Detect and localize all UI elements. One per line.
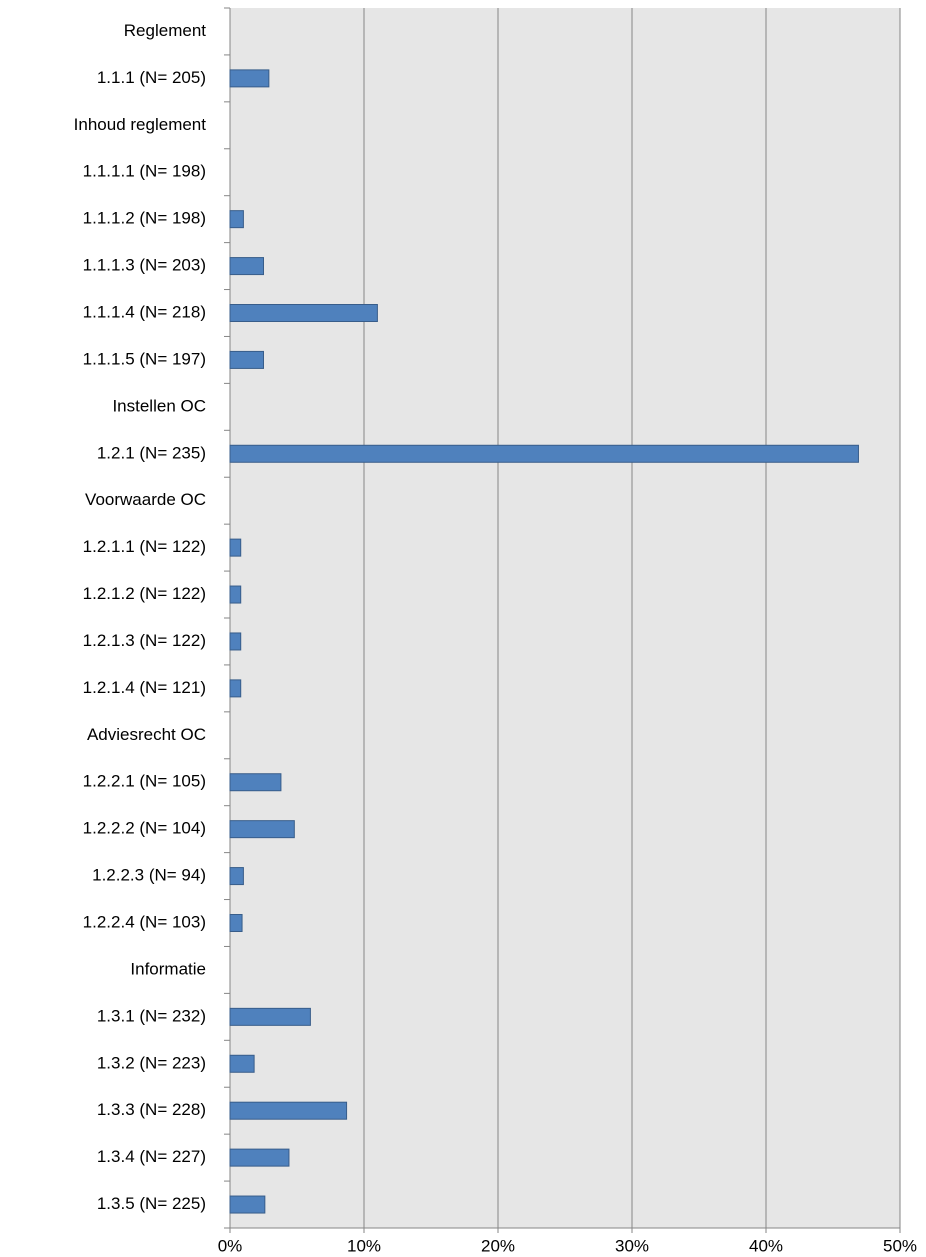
y-tick-label: 1.2.1.2 (N= 122)	[83, 584, 206, 603]
y-tick-label: Voorwaarde OC	[85, 490, 206, 509]
bar	[229, 585, 242, 604]
bar	[229, 820, 295, 839]
y-tick-label: Inhoud reglement	[74, 115, 207, 134]
bar	[229, 444, 859, 463]
y-tick-label: 1.3.1 (N= 232)	[97, 1006, 206, 1025]
bar	[229, 1195, 266, 1214]
x-tick-label: 20%	[481, 1236, 515, 1255]
x-tick-label: 50%	[883, 1236, 917, 1255]
bar	[229, 210, 244, 229]
y-tick-label: 1.2.1 (N= 235)	[97, 443, 206, 462]
bar	[229, 69, 270, 88]
y-tick-label: 1.2.1.3 (N= 122)	[83, 631, 206, 650]
y-tick-label: 1.2.2.3 (N= 94)	[92, 866, 206, 885]
y-tick-label: 1.1.1.2 (N= 198)	[83, 209, 206, 228]
bar	[229, 679, 242, 698]
x-tick-label: 0%	[218, 1236, 243, 1255]
bar	[229, 632, 242, 651]
y-tick-label: 1.2.2.1 (N= 105)	[83, 772, 206, 791]
y-tick-label: 1.1.1.4 (N= 218)	[83, 302, 206, 321]
bar	[229, 538, 242, 557]
y-tick-label: Adviesrecht OC	[87, 725, 206, 744]
y-tick-label: Informatie	[130, 959, 206, 978]
y-tick-label: 1.2.2.2 (N= 104)	[83, 819, 206, 838]
y-tick-label: 1.3.3 (N= 228)	[97, 1100, 206, 1119]
y-tick-label: 1.1.1.3 (N= 203)	[83, 256, 206, 275]
y-tick-label: 1.3.4 (N= 227)	[97, 1147, 206, 1166]
y-tick-label: 1.2.2.4 (N= 103)	[83, 912, 206, 931]
bar	[229, 867, 244, 886]
bar	[229, 304, 378, 322]
y-tick-label: Reglement	[124, 21, 206, 40]
y-tick-label: 1.1.1.1 (N= 198)	[83, 162, 206, 181]
y-tick-label: 1.3.5 (N= 225)	[97, 1194, 206, 1213]
bar	[229, 1101, 348, 1120]
bar	[229, 1054, 255, 1073]
y-tick-label: 1.2.1.4 (N= 121)	[83, 678, 206, 697]
bar	[229, 773, 282, 792]
bar	[229, 350, 264, 369]
y-tick-label: Instellen OC	[112, 396, 206, 415]
y-tick-label: 1.1.1.5 (N= 197)	[83, 349, 206, 368]
plot-area	[230, 8, 900, 1228]
y-tick-label: 1.1.1 (N= 205)	[97, 68, 206, 87]
y-tick-label: 1.2.1.1 (N= 122)	[83, 537, 206, 556]
bar	[229, 914, 243, 932]
x-tick-label: 40%	[749, 1236, 783, 1255]
bar	[229, 257, 264, 276]
x-tick-label: 30%	[615, 1236, 649, 1255]
bar	[229, 1148, 290, 1167]
y-tick-label: 1.3.2 (N= 223)	[97, 1053, 206, 1072]
x-tick-label: 10%	[347, 1236, 381, 1255]
bar	[229, 1007, 311, 1026]
